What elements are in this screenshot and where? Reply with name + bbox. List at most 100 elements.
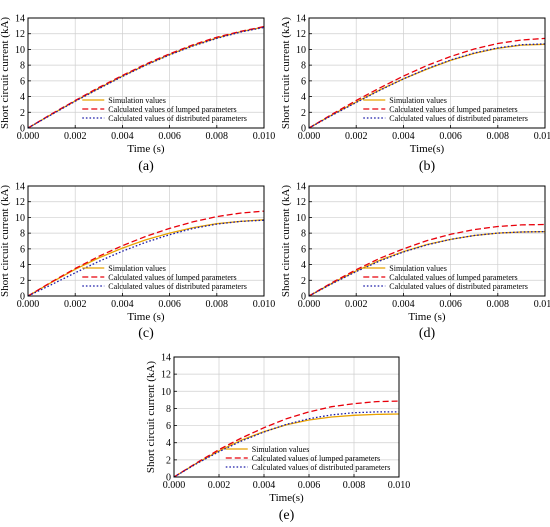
- plot-frame: [308, 17, 546, 129]
- plot-frame: [27, 185, 265, 297]
- x-tick-label: 0.010: [253, 131, 276, 142]
- chart-panel-4: 0 2 4 6 8 10 12 14 0.000 0.002 0.004 0.006 0.008 0.01…: [280, 182, 550, 342]
- y-axis-label: Short circuit current (kA): [280, 185, 292, 297]
- y-tick-label: 12: [15, 29, 25, 40]
- y-tick-label: 12: [296, 29, 306, 40]
- x-tick-label: 0.002: [208, 480, 231, 491]
- y-tick-label: 12: [161, 370, 171, 381]
- panel-label: (a): [138, 159, 154, 174]
- chart-panel-5: 0 2 4 6 8 10 12 14 0.000 0.002 0.004 0.006 0.008 0.01…: [145, 353, 410, 524]
- x-tick-label: 0.006: [298, 480, 321, 491]
- panel-label: (c): [138, 326, 154, 341]
- legend-label-3: Calculated values of distributed paramet…: [252, 463, 391, 472]
- x-axis-label: Time (s): [127, 143, 165, 155]
- y-tick-label: 2: [20, 108, 25, 119]
- y-axis-label: Short circuit current (kA): [145, 361, 157, 473]
- legend-label-3: Calculated values of distributed paramet…: [108, 282, 247, 291]
- x-tick-label: 0.006: [158, 131, 181, 142]
- x-axis-label: Time(s): [410, 143, 445, 155]
- legend-label-3: Calculated values of distributed paramet…: [389, 114, 528, 123]
- y-axis-label: Short circuit current (kA): [280, 17, 292, 129]
- x-tick-label: 0.010: [253, 299, 276, 310]
- series-line-3: [308, 43, 546, 129]
- y-tick-label: 4: [20, 260, 25, 271]
- y-tick-label: 6: [301, 76, 306, 87]
- y-tick-label: 10: [296, 213, 306, 224]
- x-axis-label: Time (s): [408, 311, 446, 323]
- y-tick-label: 14: [161, 353, 171, 364]
- x-tick-label: 0.008: [206, 131, 229, 142]
- y-tick-label: 10: [296, 45, 306, 56]
- x-axis-label: Time (s): [127, 311, 165, 323]
- x-axis-label: Time(s): [269, 492, 304, 504]
- x-tick-label: 0.000: [17, 131, 40, 142]
- y-tick-label: 0: [20, 292, 25, 303]
- y-tick-label: 8: [301, 229, 306, 240]
- plot-frame: [173, 356, 400, 478]
- y-tick-label: 6: [20, 76, 25, 87]
- x-tick-label: 0.000: [298, 299, 321, 310]
- x-tick-label: 0.006: [158, 299, 181, 310]
- legend-label-2: Calculated values of lumped parameters: [389, 105, 517, 114]
- y-tick-label: 14: [15, 14, 25, 25]
- x-tick-label: 0.010: [388, 480, 411, 491]
- x-tick-label: 0.010: [534, 131, 550, 142]
- series-line-3: [308, 230, 546, 297]
- x-tick-label: 0.004: [111, 131, 134, 142]
- y-tick-label: 6: [301, 244, 306, 255]
- y-tick-label: 0: [301, 124, 306, 135]
- x-tick-label: 0.004: [253, 480, 276, 491]
- y-tick-label: 6: [20, 244, 25, 255]
- y-tick-label: 6: [166, 421, 171, 432]
- plot-frame: [27, 17, 265, 129]
- x-tick-label: 0.000: [163, 480, 186, 491]
- y-tick-label: 4: [20, 92, 25, 103]
- x-tick-label: 0.002: [345, 299, 368, 310]
- y-tick-label: 4: [301, 260, 306, 271]
- y-tick-label: 2: [301, 276, 306, 287]
- panel-label: (b): [419, 159, 436, 174]
- y-tick-label: 14: [296, 182, 306, 193]
- y-tick-label: 4: [166, 438, 171, 449]
- y-tick-label: 2: [301, 108, 306, 119]
- legend-label-1: Simulation values: [108, 96, 166, 105]
- x-tick-label: 0.002: [64, 299, 87, 310]
- x-tick-label: 0.010: [534, 299, 550, 310]
- series-line-3: [27, 26, 265, 129]
- series-line-2: [27, 210, 265, 297]
- legend-label-2: Calculated values of lumped parameters: [252, 454, 380, 463]
- plot-frame: [308, 185, 546, 297]
- series-line-3: [27, 219, 265, 297]
- x-tick-label: 0.008: [487, 299, 510, 310]
- y-tick-label: 0: [20, 124, 25, 135]
- y-tick-label: 8: [20, 61, 25, 72]
- series-line-2: [173, 400, 400, 478]
- chart-panel-1: 0 2 4 6 8 10 12 14 0.000 0.002 0.004 0.006 0.008 0.01…: [0, 14, 275, 175]
- chart-panel-3: 0 2 4 6 8 10 12 14 0.000 0.002 0.004 0.006 0.008 0.01…: [0, 182, 275, 342]
- x-tick-label: 0.008: [206, 299, 229, 310]
- y-tick-label: 14: [15, 182, 25, 193]
- y-tick-label: 14: [296, 14, 306, 25]
- y-tick-label: 0: [301, 292, 306, 303]
- legend-label-3: Calculated values of distributed paramet…: [108, 114, 247, 123]
- legend-label-1: Simulation values: [389, 96, 447, 105]
- legend-label-2: Calculated values of lumped parameters: [108, 273, 236, 282]
- y-axis-label: Short circuit current (kA): [0, 185, 11, 297]
- x-tick-label: 0.008: [343, 480, 366, 491]
- x-tick-label: 0.002: [64, 131, 87, 142]
- y-tick-label: 0: [166, 473, 171, 484]
- x-tick-label: 0.002: [345, 131, 368, 142]
- y-tick-label: 2: [20, 276, 25, 287]
- series-line-2: [27, 25, 265, 129]
- y-tick-label: 12: [296, 197, 306, 208]
- y-tick-label: 2: [166, 455, 171, 466]
- y-tick-label: 8: [20, 229, 25, 240]
- y-tick-label: 10: [161, 387, 171, 398]
- y-tick-label: 8: [166, 404, 171, 415]
